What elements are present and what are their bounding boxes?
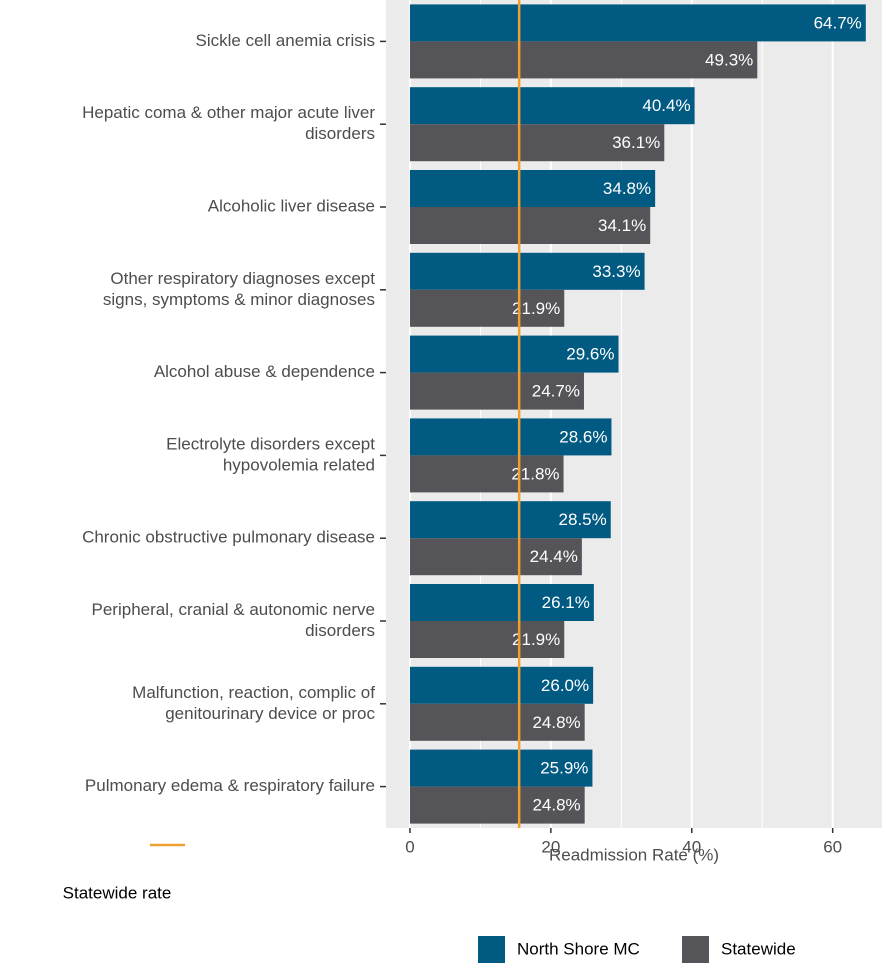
y-tick-label: signs, symptoms & minor diagnoses	[103, 290, 375, 309]
value-label: 21.9%	[512, 630, 560, 649]
legend-label: Statewide	[721, 939, 796, 958]
bar	[409, 786, 585, 824]
value-label: 33.3%	[592, 262, 640, 281]
y-tick-label: Other respiratory diagnoses except	[110, 269, 375, 288]
bar	[409, 538, 582, 576]
value-label: 28.6%	[559, 427, 607, 446]
bar	[409, 703, 585, 741]
value-label: 21.9%	[512, 299, 560, 318]
value-label: 49.3%	[705, 50, 753, 69]
value-label: 26.0%	[541, 676, 589, 695]
bar	[409, 418, 612, 456]
y-tick-label: genitourinary device or proc	[165, 704, 375, 723]
bar	[409, 666, 594, 704]
legend-label: North Shore MC	[517, 939, 640, 958]
value-label: 24.7%	[532, 382, 580, 401]
bar	[409, 455, 564, 493]
value-label: 34.1%	[598, 216, 646, 235]
bar	[409, 252, 645, 290]
y-tick-label: disorders	[305, 621, 375, 640]
y-tick-label: Chronic obstructive pulmonary disease	[82, 528, 375, 547]
value-label: 36.1%	[612, 133, 660, 152]
y-tick-label: Malfunction, reaction, complic of	[132, 683, 375, 702]
bar	[409, 584, 594, 621]
value-label: 25.9%	[540, 759, 588, 778]
bar	[409, 87, 695, 125]
bar	[409, 289, 565, 327]
y-tick-label: Electrolyte disorders except	[166, 434, 375, 453]
y-tick-label: Sickle cell anemia crisis	[196, 31, 376, 50]
value-label: 26.1%	[542, 593, 590, 612]
x-tick-label: 60	[823, 837, 842, 856]
bar	[409, 621, 565, 658]
x-axis-title: Readmission Rate (%)	[549, 845, 719, 864]
value-label: 64.7%	[814, 13, 862, 32]
y-tick-label: disorders	[305, 124, 375, 143]
bar	[409, 4, 866, 42]
y-tick-label: Hepatic coma & other major acute liver	[82, 103, 375, 122]
bar	[409, 749, 593, 787]
bar	[409, 124, 665, 162]
legend-label: Statewide rate	[63, 883, 172, 902]
value-label: 24.4%	[530, 547, 578, 566]
x-tick-label: 20	[541, 837, 560, 856]
bar	[409, 335, 619, 373]
value-label: 29.6%	[566, 345, 614, 364]
y-tick-label: Alcohol abuse & dependence	[154, 362, 375, 381]
bar	[409, 41, 758, 79]
value-label: 34.8%	[603, 179, 651, 198]
legend-swatch	[478, 936, 505, 963]
bar	[409, 501, 611, 539]
bar	[409, 372, 584, 410]
value-label: 40.4%	[642, 96, 690, 115]
value-label: 28.5%	[559, 510, 607, 529]
bar	[409, 170, 656, 207]
y-tick-label: hypovolemia related	[223, 455, 375, 474]
y-tick-label: Pulmonary edema & respiratory failure	[85, 776, 375, 795]
y-tick-label: Alcoholic liver disease	[208, 196, 375, 215]
value-label: 24.8%	[532, 796, 580, 815]
value-label: 21.8%	[511, 464, 559, 483]
y-tick-label: Peripheral, cranial & autonomic nerve	[92, 600, 375, 619]
legend-swatch	[682, 936, 709, 963]
x-tick-label: 40	[682, 837, 701, 856]
x-tick-label: 0	[405, 837, 414, 856]
bar	[409, 207, 651, 244]
value-label: 24.8%	[532, 713, 580, 732]
